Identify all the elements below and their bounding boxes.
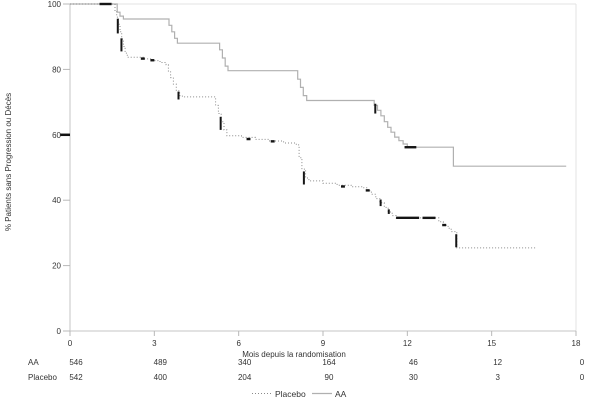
y-axis-title: % Patients sans Progression ou Décès [4,93,13,231]
legend: Placebo AA [252,389,347,399]
survival-curves [70,3,567,249]
risk-count-aa: 12 [493,358,502,367]
y-tick-label: 100 [48,0,62,9]
risk-row-label-aa: AA [28,358,39,367]
risk-count-aa: 546 [69,358,83,367]
x-tick-label: 3 [152,339,157,348]
risk-count-aa: 340 [238,358,252,367]
risk-count-placebo: 204 [238,373,252,382]
x-tick-label: 0 [68,339,73,348]
axis-tick-labels: 0 20 40 60 80 100 0 3 6 9 12 15 18 [48,0,581,348]
y-tick-label: 80 [52,65,61,74]
risk-count-placebo: 542 [69,373,83,382]
risk-count-placebo: 0 [580,373,585,382]
risk-count-placebo: 400 [154,373,168,382]
risk-count-placebo: 90 [325,373,334,382]
risk-count-aa: 164 [322,358,336,367]
x-tick-label: 9 [321,339,326,348]
risk-row-label-placebo: Placebo [28,373,57,382]
legend-label-placebo: Placebo [275,389,306,399]
x-tick-label: 15 [487,339,496,348]
x-tick-label: 12 [403,339,412,348]
risk-count-placebo: 3 [495,373,500,382]
y-tick-label: 60 [52,131,61,140]
risk-count-aa: 489 [154,358,168,367]
x-tick-label: 18 [572,339,581,348]
risk-count-placebo: 30 [409,373,418,382]
risk-count-aa: 0 [580,358,585,367]
x-tick-label: 6 [236,339,241,348]
censor-marks [99,2,458,248]
y-tick-label: 0 [57,327,62,336]
risk-count-aa: 46 [409,358,418,367]
curve-aa [70,3,567,167]
curve-placebo [70,3,536,249]
plot-frame [60,3,577,336]
legend-label-aa: AA [335,389,347,399]
y-tick-label: 20 [52,262,61,271]
x-axis-title: Mois depuis la randomisation [242,350,346,359]
y-tick-label: 40 [52,196,61,205]
